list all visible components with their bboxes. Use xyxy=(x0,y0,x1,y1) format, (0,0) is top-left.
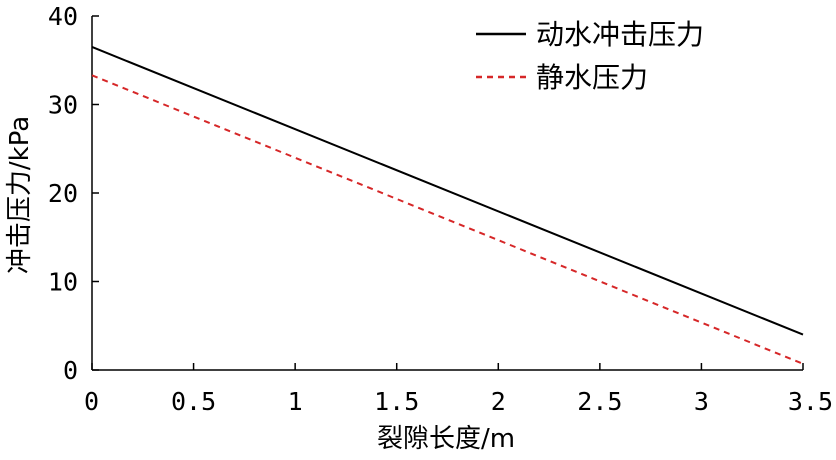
y-tick-label: 20 xyxy=(48,179,78,208)
y-axis-label: 冲击压力/kPa xyxy=(5,116,35,274)
dynamic-pressure-line xyxy=(91,46,804,336)
plot-frame xyxy=(91,16,803,371)
series-layer xyxy=(91,46,804,365)
legend-label: 静水压力 xyxy=(536,61,648,94)
x-tick-label: 3 xyxy=(694,387,709,416)
y-axis-ticks: 0 10 20 30 40 xyxy=(48,2,99,385)
y-tick-label: 10 xyxy=(48,268,78,297)
static-pressure-line xyxy=(91,74,804,365)
x-axis-label: 裂隙长度/m xyxy=(377,424,515,454)
x-tick-label: 1.5 xyxy=(374,387,419,416)
y-tick-label: 30 xyxy=(48,91,78,120)
legend-label: 动水冲击压力 xyxy=(536,18,704,51)
x-tick-label: 0.5 xyxy=(171,387,216,416)
y-tick-label: 40 xyxy=(48,2,78,31)
y-tick-label: 0 xyxy=(63,356,78,385)
x-axis-ticks: 0 0.5 1 1.5 2 2.5 3 3.5 xyxy=(84,363,833,416)
x-tick-label: 2.5 xyxy=(577,387,622,416)
x-tick-label: 3.5 xyxy=(788,387,833,416)
x-tick-label: 1 xyxy=(288,387,303,416)
x-tick-label: 0 xyxy=(84,387,99,416)
x-tick-label: 2 xyxy=(491,387,506,416)
